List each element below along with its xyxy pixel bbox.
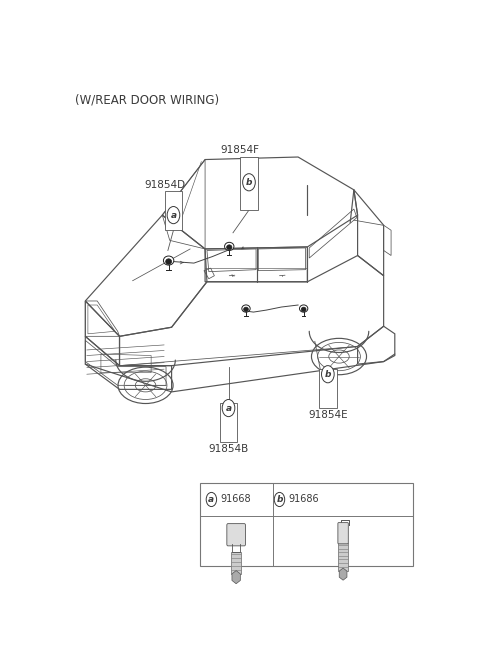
Circle shape xyxy=(322,365,334,383)
Text: (W/REAR DOOR WIRING): (W/REAR DOOR WIRING) xyxy=(75,94,219,107)
Circle shape xyxy=(206,493,216,506)
Circle shape xyxy=(243,174,255,191)
Text: b: b xyxy=(246,178,252,187)
FancyBboxPatch shape xyxy=(219,403,238,442)
Text: b: b xyxy=(276,495,283,504)
Ellipse shape xyxy=(301,307,306,312)
Text: 91668: 91668 xyxy=(221,495,252,504)
Text: 91854E: 91854E xyxy=(308,409,348,420)
FancyBboxPatch shape xyxy=(338,543,348,571)
Ellipse shape xyxy=(163,256,174,265)
Ellipse shape xyxy=(242,305,250,312)
FancyBboxPatch shape xyxy=(240,157,258,210)
FancyBboxPatch shape xyxy=(165,191,182,230)
Text: b: b xyxy=(324,370,331,379)
FancyBboxPatch shape xyxy=(200,483,413,566)
Text: a: a xyxy=(226,403,231,413)
Ellipse shape xyxy=(244,307,248,312)
Circle shape xyxy=(274,493,285,506)
Ellipse shape xyxy=(227,245,232,250)
Circle shape xyxy=(167,207,180,224)
FancyBboxPatch shape xyxy=(338,523,348,544)
Text: 91854F: 91854F xyxy=(220,146,260,155)
Text: a: a xyxy=(208,495,215,504)
Ellipse shape xyxy=(225,242,234,251)
Text: 91854D: 91854D xyxy=(144,180,185,190)
FancyBboxPatch shape xyxy=(231,552,241,574)
FancyBboxPatch shape xyxy=(319,369,337,408)
Ellipse shape xyxy=(300,305,308,312)
Ellipse shape xyxy=(166,259,172,264)
FancyBboxPatch shape xyxy=(227,523,245,546)
Text: a: a xyxy=(170,211,177,220)
Circle shape xyxy=(222,400,235,417)
Text: 91686: 91686 xyxy=(289,495,319,504)
Text: 91854B: 91854B xyxy=(208,444,249,454)
